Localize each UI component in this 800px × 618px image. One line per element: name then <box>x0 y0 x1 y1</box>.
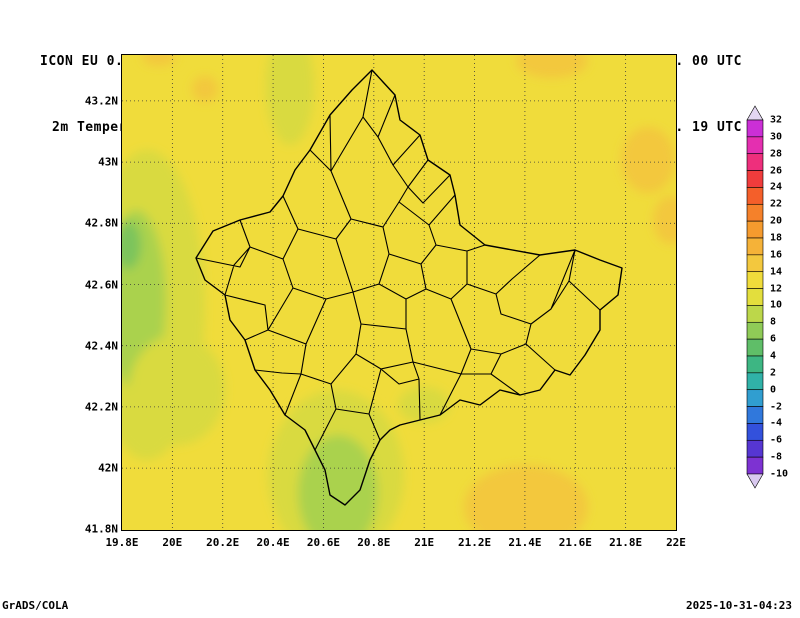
colorbar-label-6: 6 <box>770 334 776 345</box>
colorbar-arrow-bottom <box>747 474 763 488</box>
creation-timestamp: 2025-10-31-04:23 <box>686 599 792 612</box>
field-patch-10-12 <box>398 387 450 423</box>
colorbar-segment <box>747 322 763 339</box>
colorbar-segment <box>747 305 763 322</box>
lon-tick-20.2E: 20.2E <box>206 536 239 549</box>
lon-tick-21.8E: 21.8E <box>609 536 642 549</box>
colorbar-segment <box>747 423 763 440</box>
colorbar-svg <box>746 105 798 489</box>
lat-tick-42.6N: 42.6N <box>85 278 118 291</box>
lat-tick-43N: 43N <box>98 156 118 169</box>
lon-tick-21.6E: 21.6E <box>559 536 592 549</box>
field-patch-14-16 <box>621 127 675 193</box>
colorbar-segment <box>747 407 763 424</box>
colorbar-label-12: 12 <box>770 283 782 294</box>
lon-tick-20.8E: 20.8E <box>357 536 390 549</box>
colorbar-segment <box>747 204 763 221</box>
colorbar-label-10: 10 <box>770 300 782 311</box>
lon-tick-20.4E: 20.4E <box>257 536 290 549</box>
colorbar-segment <box>747 390 763 407</box>
temperature-field-svg <box>122 55 676 530</box>
field-patch-14-16 <box>192 76 218 102</box>
colorbar-label-4: 4 <box>770 351 776 362</box>
lon-tick-20.6E: 20.6E <box>307 536 340 549</box>
colorbar-segment <box>747 356 763 373</box>
colorbar-label-14: 14 <box>770 266 782 277</box>
colorbar-segment <box>747 238 763 255</box>
map-plot-area <box>121 54 677 531</box>
colorbar-segment <box>747 457 763 474</box>
colorbar-label--6: -6 <box>770 435 782 446</box>
lat-tick-43.2N: 43.2N <box>85 94 118 107</box>
colorbar-segment <box>747 440 763 457</box>
colorbar-label--4: -4 <box>770 418 782 429</box>
grads-credit: GrADS/COLA <box>2 599 68 612</box>
field-patch-10-12 <box>129 335 225 445</box>
colorbar-arrow-top <box>747 106 763 120</box>
colorbar-segment <box>747 255 763 272</box>
colorbar-label-32: 32 <box>770 115 782 126</box>
lon-tick-21.4E: 21.4E <box>508 536 541 549</box>
colorbar-label-8: 8 <box>770 317 776 328</box>
colorbar-segment <box>747 339 763 356</box>
colorbar-segment <box>747 373 763 390</box>
colorbar-label--2: -2 <box>770 401 782 412</box>
lat-tick-42N: 42N <box>98 462 118 475</box>
colorbar-segment <box>747 171 763 188</box>
colorbar-segment <box>747 154 763 171</box>
colorbar-label-20: 20 <box>770 216 782 227</box>
colorbar-segment <box>747 289 763 306</box>
colorbar-label-24: 24 <box>770 182 782 193</box>
colorbar-label-28: 28 <box>770 148 782 159</box>
lon-tick-22E: 22E <box>666 536 686 549</box>
colorbar-label-0: 0 <box>770 384 776 395</box>
lon-tick-21E: 21E <box>414 536 434 549</box>
colorbar-segment <box>747 187 763 204</box>
lon-tick-21.2E: 21.2E <box>458 536 491 549</box>
lat-tick-42.2N: 42.2N <box>85 400 118 413</box>
colorbar-label-26: 26 <box>770 165 782 176</box>
lat-tick-42.8N: 42.8N <box>85 217 118 230</box>
colorbar-segment <box>747 272 763 289</box>
colorbar-segment <box>747 120 763 137</box>
colorbar-label-30: 30 <box>770 131 782 142</box>
temperature-colorbar: 32302826242220181614121086420-2-4-6-8-10 <box>746 105 800 489</box>
lat-tick-42.4N: 42.4N <box>85 339 118 352</box>
colorbar-label-18: 18 <box>770 233 782 244</box>
grads-temperature-map-page: ICON EU 0.0625 degree 2m Temperature [ C… <box>0 0 800 618</box>
colorbar-label-22: 22 <box>770 199 782 210</box>
lon-tick-19.8E: 19.8E <box>105 536 138 549</box>
lon-tick-20E: 20E <box>162 536 182 549</box>
colorbar-segment <box>747 221 763 238</box>
lat-tick-41.8N: 41.8N <box>85 523 118 536</box>
colorbar-segment <box>747 137 763 154</box>
colorbar-label-16: 16 <box>770 249 782 260</box>
colorbar-label--10: -10 <box>770 469 788 480</box>
colorbar-label--8: -8 <box>770 452 782 463</box>
colorbar-label-2: 2 <box>770 367 776 378</box>
